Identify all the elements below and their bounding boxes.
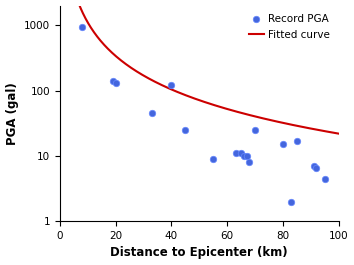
Fitted curve	[199, 99, 203, 103]
Record PGA	[311, 164, 316, 168]
Record PGA	[252, 128, 258, 132]
Record PGA	[79, 25, 85, 29]
Record PGA	[149, 111, 155, 115]
Fitted curve	[215, 104, 219, 108]
Record PGA	[113, 81, 119, 85]
Legend: Record PGA, Fitted curve: Record PGA, Fitted curve	[246, 11, 333, 43]
Record PGA	[110, 79, 116, 83]
Fitted curve	[229, 109, 234, 112]
Record PGA	[289, 199, 294, 204]
Record PGA	[314, 166, 319, 170]
Record PGA	[210, 157, 216, 161]
Fitted curve	[330, 131, 335, 134]
Record PGA	[233, 151, 238, 155]
Fitted curve	[337, 132, 341, 135]
Fitted curve	[289, 123, 293, 126]
X-axis label: Distance to Epicenter (km): Distance to Epicenter (km)	[110, 246, 288, 259]
Record PGA	[244, 154, 250, 158]
Record PGA	[294, 139, 300, 143]
Record PGA	[169, 83, 174, 87]
Y-axis label: PGA (gal): PGA (gal)	[6, 82, 18, 145]
Record PGA	[238, 151, 244, 155]
Record PGA	[280, 142, 286, 147]
Record PGA	[241, 154, 247, 158]
Line: Fitted curve: Fitted curve	[74, 0, 339, 134]
Record PGA	[183, 128, 188, 132]
Fitted curve	[198, 99, 202, 102]
Record PGA	[247, 160, 252, 164]
Record PGA	[322, 176, 327, 181]
